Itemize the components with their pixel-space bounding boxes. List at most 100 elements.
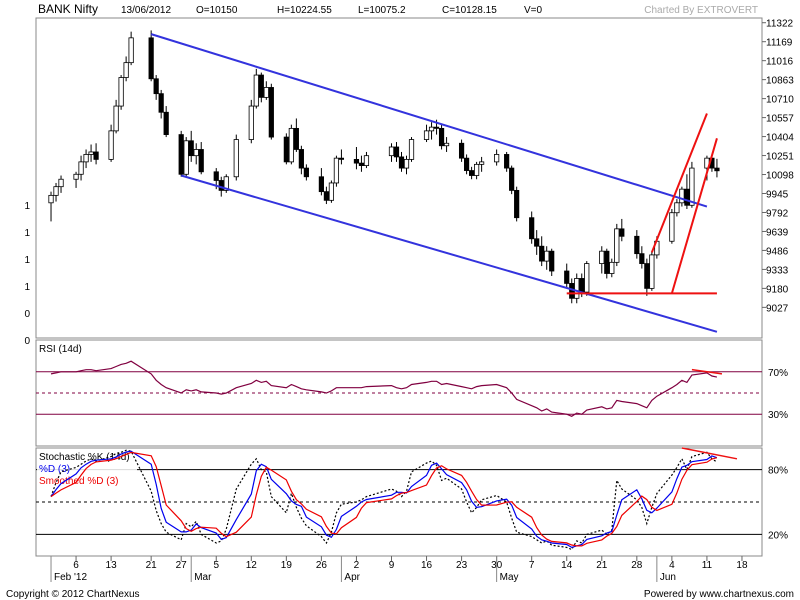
candle-body bbox=[619, 228, 625, 237]
candle-body bbox=[408, 139, 415, 160]
candle-body bbox=[604, 250, 610, 274]
header-high: H=10224.55 bbox=[277, 5, 332, 16]
candle-body bbox=[148, 37, 154, 80]
candle-body bbox=[93, 151, 99, 160]
x-tick-label: 14 bbox=[561, 560, 573, 571]
candle-body bbox=[529, 217, 535, 240]
left-tick-label: 1 bbox=[24, 201, 30, 212]
header-low: L=10075.2 bbox=[358, 5, 406, 16]
candle-body bbox=[268, 87, 274, 138]
candle-body bbox=[639, 253, 645, 264]
price-tick-label: 11322 bbox=[766, 19, 794, 30]
candle-body bbox=[58, 178, 64, 188]
left-tick-label: 0 bbox=[24, 309, 30, 320]
candle-body bbox=[564, 270, 570, 284]
month-label: Jun bbox=[660, 572, 676, 583]
candle-body bbox=[438, 127, 445, 147]
x-tick-label: 7 bbox=[529, 560, 535, 571]
candle-body bbox=[534, 238, 540, 247]
price-tick-label: 9333 bbox=[766, 265, 789, 276]
x-tick-label: 6 bbox=[73, 560, 79, 571]
candle-body bbox=[213, 171, 219, 181]
candle-body bbox=[504, 154, 510, 169]
candle-body bbox=[323, 191, 330, 201]
candle-body bbox=[158, 93, 164, 113]
candle-body bbox=[509, 167, 515, 191]
candle-body bbox=[303, 167, 309, 178]
candle-body bbox=[78, 161, 84, 175]
candle-body bbox=[539, 245, 545, 262]
trend-line bbox=[670, 138, 718, 294]
candle-body bbox=[88, 151, 94, 155]
month-label: Apr bbox=[344, 572, 360, 583]
candle-body bbox=[108, 130, 114, 160]
price-tick-label: 11169 bbox=[766, 38, 793, 49]
price-tick-label: 9639 bbox=[766, 227, 789, 238]
price-tick-label: 11016 bbox=[766, 57, 794, 68]
candle-body bbox=[333, 157, 340, 184]
price-tick-label: 10863 bbox=[766, 76, 794, 87]
channel-line bbox=[180, 174, 718, 333]
candle-body bbox=[403, 158, 410, 169]
candle-body bbox=[599, 250, 605, 264]
candle-body bbox=[433, 126, 440, 129]
header-close: C=10128.15 bbox=[442, 5, 497, 16]
candle-body bbox=[188, 140, 194, 157]
price-tick-label: 9792 bbox=[766, 208, 789, 219]
month-label: Mar bbox=[194, 572, 212, 583]
channel-line bbox=[150, 33, 708, 208]
x-tick-label: 4 bbox=[669, 560, 675, 571]
candle-body bbox=[358, 162, 365, 166]
candle-body bbox=[258, 74, 264, 98]
rsi-line bbox=[50, 360, 718, 417]
candle-body bbox=[479, 161, 485, 165]
rsi-trend-line bbox=[691, 368, 723, 375]
x-tick-label: 5 bbox=[213, 560, 219, 571]
candle-body bbox=[83, 154, 89, 163]
footer-powered: Powered by www.chartnexus.com bbox=[644, 589, 794, 600]
x-tick-label: 21 bbox=[596, 560, 608, 571]
x-tick-label: 28 bbox=[631, 560, 643, 571]
stochastic-trend-line bbox=[681, 447, 738, 460]
price-tick-label: 9180 bbox=[766, 284, 789, 295]
candle-body bbox=[248, 105, 254, 140]
candle-body bbox=[544, 250, 550, 262]
price-tick-label: 10404 bbox=[766, 133, 794, 144]
candle-body bbox=[579, 278, 585, 293]
candle-body bbox=[443, 142, 450, 147]
candle-body bbox=[393, 146, 400, 158]
candle-body bbox=[118, 77, 124, 107]
price-tick-label: 10557 bbox=[766, 114, 794, 125]
header-volume: V=0 bbox=[524, 5, 543, 16]
x-tick-label: 18 bbox=[736, 560, 748, 571]
stochastic-legend-d: %D (3) bbox=[39, 464, 70, 475]
x-tick-label: 13 bbox=[106, 560, 118, 571]
candle-body bbox=[233, 139, 239, 178]
candle-body bbox=[193, 149, 199, 157]
candle-body bbox=[649, 254, 655, 289]
candle-body bbox=[388, 146, 395, 157]
left-tick-label: 0 bbox=[24, 336, 30, 347]
stochastic-d-line bbox=[50, 450, 718, 549]
candle-body bbox=[153, 78, 159, 95]
candle-body bbox=[223, 176, 229, 191]
candle-body bbox=[494, 154, 500, 163]
candle-body bbox=[669, 212, 675, 242]
candle-body bbox=[689, 167, 695, 206]
candle-body bbox=[574, 278, 580, 299]
candle-body bbox=[514, 190, 520, 219]
rsi-tick-label: 30% bbox=[768, 410, 788, 421]
candle-body bbox=[328, 182, 335, 201]
price-panel-frame bbox=[35, 17, 763, 339]
left-tick-label: 1 bbox=[24, 255, 30, 266]
header-date: 13/06/2012 bbox=[121, 5, 171, 16]
price-tick-label: 10251 bbox=[766, 152, 794, 163]
candle-body bbox=[48, 194, 54, 204]
price-tick-label: 9945 bbox=[766, 190, 789, 201]
candle-body bbox=[293, 127, 299, 150]
candle-body bbox=[123, 62, 129, 78]
candle-body bbox=[113, 105, 119, 132]
candle-body bbox=[458, 142, 465, 159]
x-tick-label: 12 bbox=[246, 560, 258, 571]
